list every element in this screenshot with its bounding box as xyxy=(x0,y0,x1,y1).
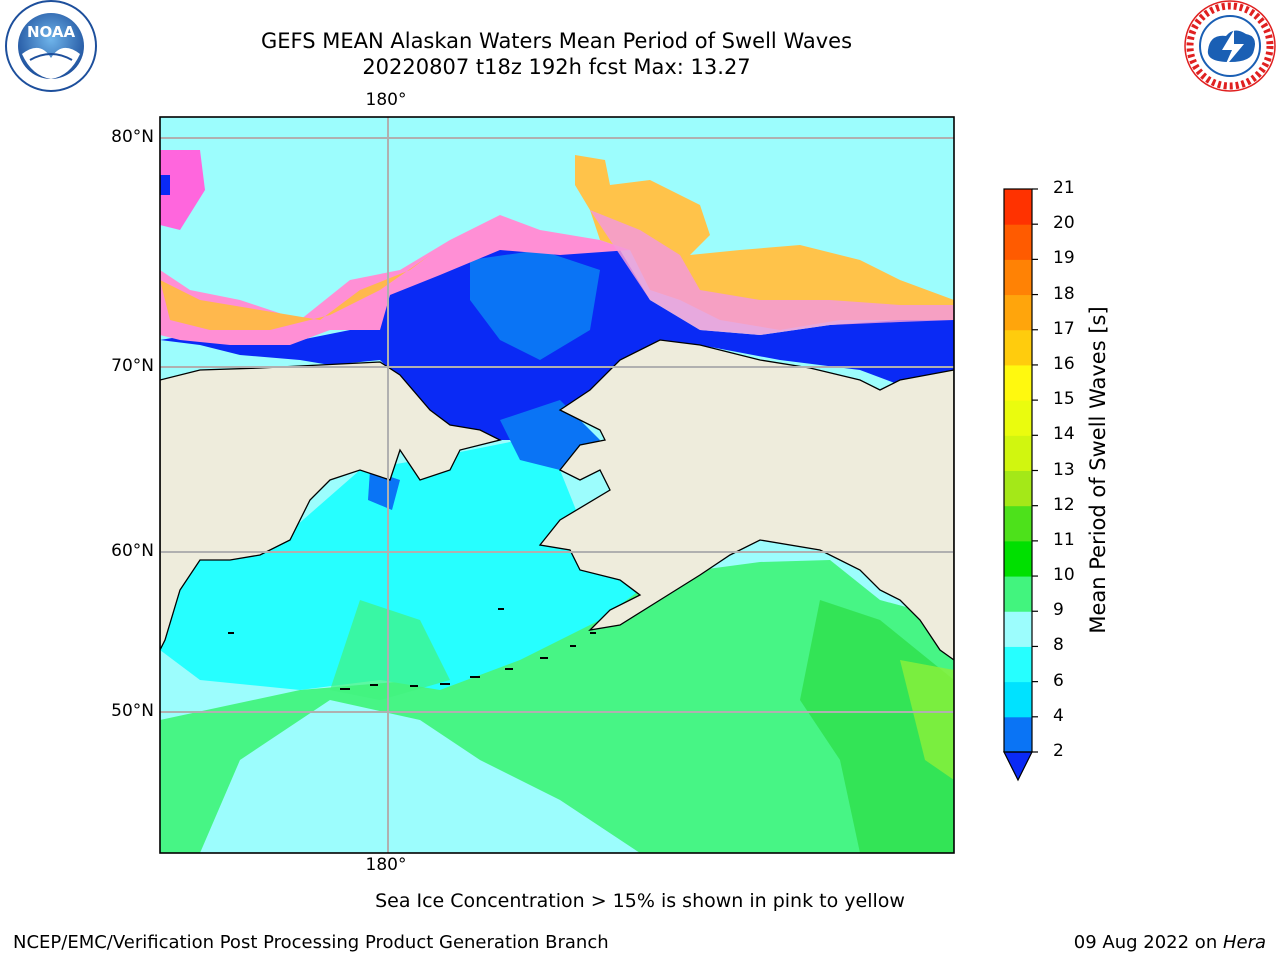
colorbar-segment xyxy=(1004,259,1032,296)
colorbar-segment xyxy=(1004,189,1032,225)
colorbar-under-triangle xyxy=(1003,751,1033,782)
credit-date: 09 Aug 2022 on xyxy=(1073,932,1223,953)
sea-ice-pink-east xyxy=(590,210,954,335)
lon-label-bottom: 180° xyxy=(365,855,407,875)
colorbar-segment xyxy=(1004,294,1032,331)
colorbar-segment xyxy=(1004,435,1032,471)
map-panel xyxy=(160,117,954,853)
colorbar-tick-label: 18 xyxy=(1053,283,1075,304)
colorbar-segment xyxy=(1004,716,1032,753)
lat-label-50n: 50°N xyxy=(111,701,154,721)
colorbar-tick-label: 6 xyxy=(1053,670,1064,691)
credit-left: NCEP/EMC/Verification Post Processing Pr… xyxy=(13,932,609,953)
colorbar-tick-label: 11 xyxy=(1053,529,1075,550)
colorbar-tick-label: 8 xyxy=(1053,635,1064,656)
swell-patch-deep-blue-nw xyxy=(160,175,170,195)
colorbar-tick-label: 21 xyxy=(1053,178,1075,198)
lat-label-60n: 60°N xyxy=(111,541,154,561)
colorbar-segment xyxy=(1004,400,1032,436)
swell-patch-green xyxy=(330,600,450,700)
colorbar-tick-label: 19 xyxy=(1053,248,1075,269)
map-gridlines xyxy=(160,117,954,853)
colorbar-segment xyxy=(1004,364,1032,401)
colorbar-tick-label: 17 xyxy=(1053,318,1075,339)
colorbar-tick-label: 14 xyxy=(1053,424,1075,445)
colorbar-segment xyxy=(1004,646,1032,683)
swell-region-cyan xyxy=(160,440,640,690)
colorbar-tick-label: 9 xyxy=(1053,600,1064,621)
credit-right: 09 Aug 2022 on Hera xyxy=(1074,932,1266,953)
map-subtitle: 20220807 t18z 192h fcst Max: 13.27 xyxy=(362,55,751,79)
colorbar-tick-label: 2 xyxy=(1053,741,1064,761)
credit-machine: Hera xyxy=(1222,932,1266,953)
aleutian-islands xyxy=(228,608,596,690)
swell-region-green xyxy=(160,560,954,853)
colorbar-title: Mean Period of Swell Waves [s] xyxy=(1086,306,1110,634)
colorbar-segment xyxy=(1004,329,1032,366)
sea-ice-orange-west xyxy=(160,255,430,330)
swell-patch-blue xyxy=(368,470,400,510)
colorbar-segment xyxy=(1004,224,1032,260)
colorbar-segment xyxy=(1004,576,1032,612)
colorbar-tick-label: 20 xyxy=(1053,213,1075,234)
colorbar-tick-label: 4 xyxy=(1053,705,1064,726)
colorbar-segment xyxy=(1004,540,1032,577)
colorbar-segment xyxy=(1004,681,1032,718)
map-frame xyxy=(159,116,955,854)
colorbar-segment xyxy=(1004,470,1032,507)
colorbar-segment xyxy=(1004,611,1032,647)
sea-ice-pink-west xyxy=(160,215,630,345)
colorbar-tick-label: 12 xyxy=(1053,494,1075,515)
colorbar-tick-label: 10 xyxy=(1053,565,1075,586)
colorbar-segment xyxy=(1004,505,1032,542)
sea-ice-pink-nw xyxy=(160,150,205,230)
noaa-logo: NOAA xyxy=(5,0,97,92)
colorbar-tick-label: 16 xyxy=(1053,353,1075,374)
lat-label-80n: 80°N xyxy=(111,127,154,147)
swell-region-yellow-green xyxy=(900,660,954,780)
colorbar xyxy=(1003,188,1038,782)
colorbar-tick-label: 15 xyxy=(1053,389,1075,410)
noaa-logo-text: NOAA xyxy=(27,23,76,41)
colorbar-tick-label: 13 xyxy=(1053,459,1075,480)
land-alaska xyxy=(538,339,954,661)
sea-ice-note-text: Sea Ice Concentration > 15% is shown in … xyxy=(375,890,905,912)
nws-logo xyxy=(1184,0,1276,92)
map-title: GEFS MEAN Alaskan Waters Mean Period of … xyxy=(260,29,853,53)
lat-label-70n: 70°N xyxy=(111,356,154,376)
sea-ice-note: Sea Ice Concentration > 15% is shown in … xyxy=(0,890,1280,912)
lon-label-top: 180° xyxy=(365,90,407,110)
swell-region-blue xyxy=(470,250,600,360)
land-siberia xyxy=(160,361,502,651)
